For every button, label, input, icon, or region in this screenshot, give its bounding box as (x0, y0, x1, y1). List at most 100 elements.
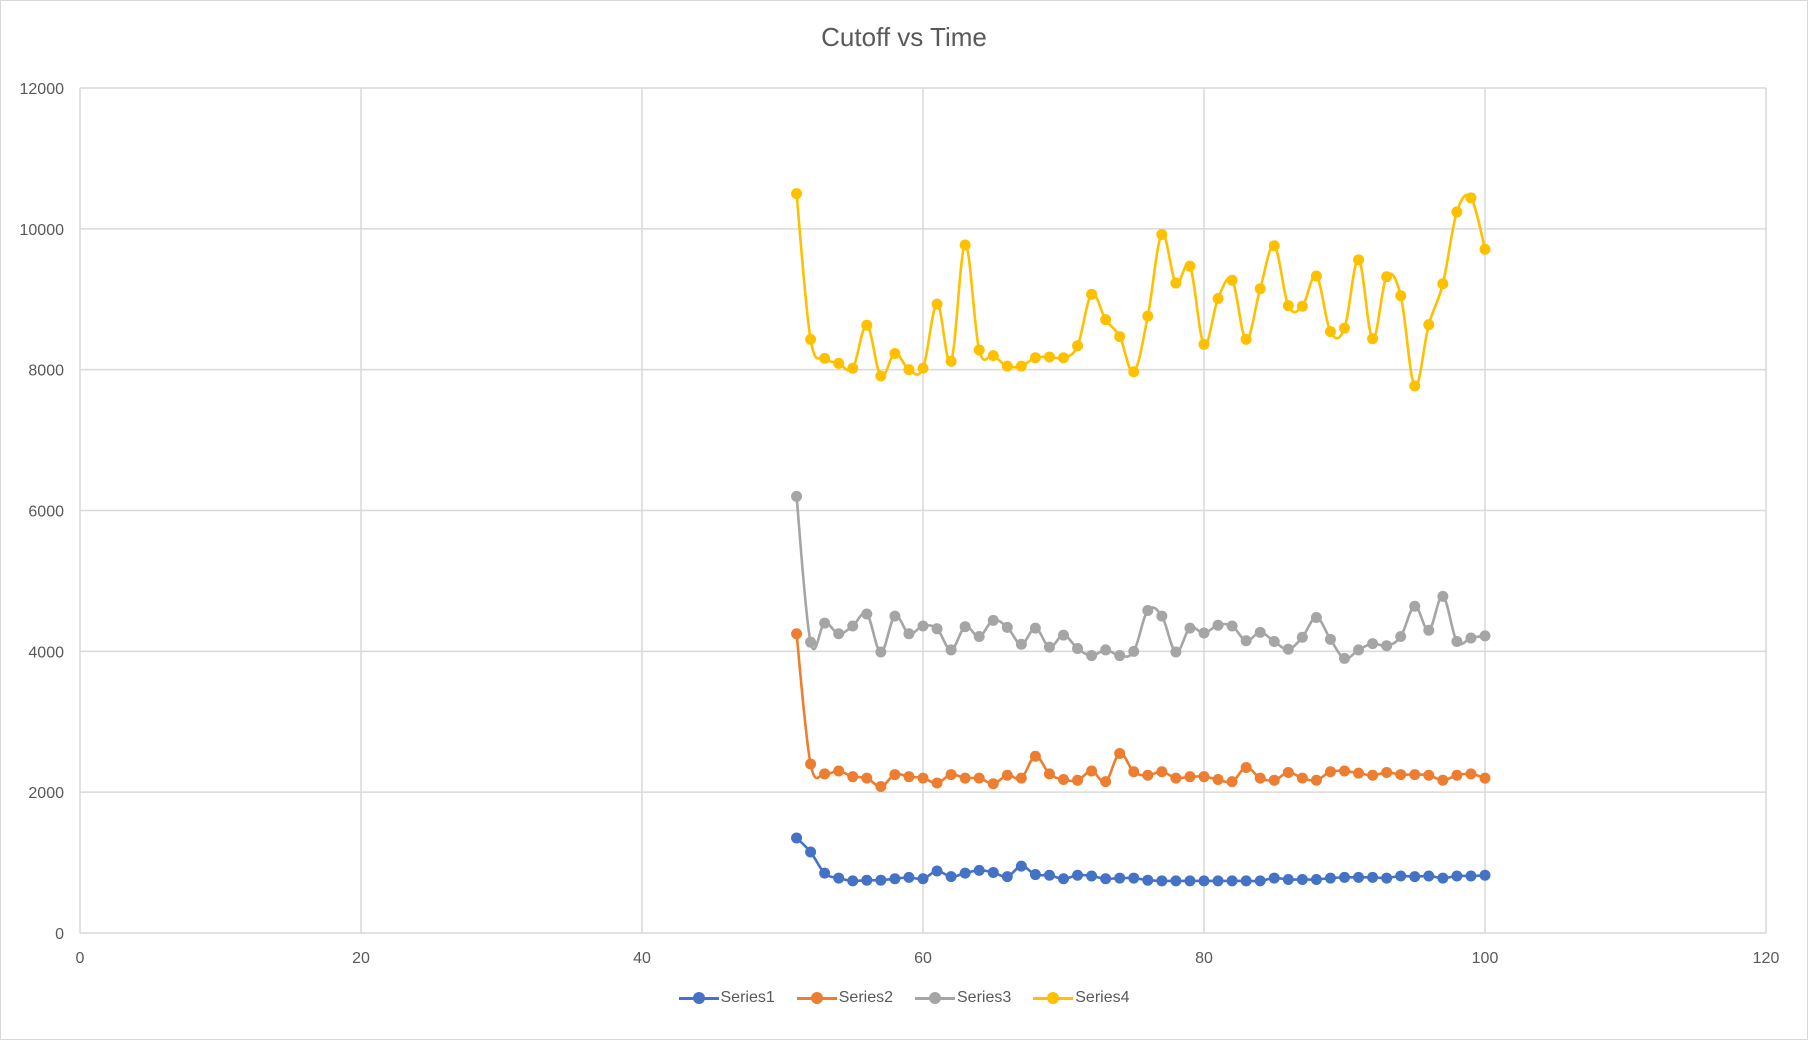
data-point-series2 (805, 758, 817, 770)
data-point-series2 (1296, 772, 1308, 784)
data-point-series2 (1058, 773, 1069, 785)
data-point-series2 (1437, 774, 1449, 786)
data-point-series3 (875, 646, 887, 658)
data-point-series3 (1268, 635, 1280, 647)
data-point-series3 (1156, 610, 1168, 622)
data-point-series3 (1465, 632, 1477, 644)
data-point-series3 (1451, 635, 1463, 647)
data-point-series3 (847, 620, 859, 632)
data-point-series1 (805, 846, 817, 858)
data-point-series2 (1268, 774, 1280, 786)
data-point-series2 (847, 771, 859, 783)
data-point-series1 (1015, 860, 1027, 872)
data-point-series3 (1296, 631, 1308, 643)
data-point-series2 (917, 772, 929, 784)
data-point-series2 (1100, 776, 1112, 788)
data-point-series3 (1184, 622, 1196, 634)
data-point-series4 (861, 319, 873, 331)
legend-item-series3: Series3 (915, 989, 1011, 1007)
legend-item-series1: Series1 (678, 989, 775, 1007)
data-point-series1 (931, 865, 943, 877)
data-point-series1 (1353, 871, 1365, 883)
data-point-series4 (1324, 326, 1336, 338)
data-point-series1 (1086, 870, 1098, 882)
data-point-series2 (1282, 766, 1294, 778)
data-point-series1 (833, 872, 845, 884)
data-point-series2 (1198, 771, 1210, 783)
data-point-series1 (945, 871, 957, 883)
data-point-series2 (1451, 769, 1463, 781)
data-point-series4 (1100, 314, 1112, 326)
data-point-series4 (1353, 254, 1365, 266)
data-point-series2 (1156, 766, 1168, 778)
data-point-series3 (1367, 638, 1379, 650)
data-point-series4 (1451, 206, 1463, 218)
data-point-series4 (791, 188, 803, 200)
data-point-series3 (917, 620, 929, 632)
y-tick-label: 6000 (28, 504, 64, 521)
data-point-series3 (1114, 650, 1126, 662)
data-point-series1 (1212, 875, 1224, 887)
data-point-series2 (1184, 771, 1196, 783)
data-point-series3 (1128, 645, 1140, 657)
data-point-series4 (959, 239, 971, 251)
data-point-series3 (987, 614, 999, 626)
data-point-series4 (1282, 300, 1294, 312)
data-point-series2 (1029, 750, 1041, 762)
y-tick-label: 10000 (20, 222, 65, 239)
data-point-series1 (1001, 871, 1013, 883)
legend-marker-icon (796, 992, 837, 1004)
data-point-series3 (931, 623, 943, 635)
data-point-series1 (1409, 871, 1421, 883)
data-point-series4 (917, 362, 929, 374)
data-point-series2 (819, 768, 831, 780)
data-point-series2 (1479, 772, 1491, 784)
data-point-series1 (1296, 873, 1308, 885)
data-point-series3 (903, 628, 915, 640)
data-point-series4 (889, 347, 901, 359)
data-point-series4 (987, 350, 999, 362)
data-point-series3 (959, 621, 971, 633)
data-point-series2 (945, 769, 957, 781)
data-point-series3 (791, 490, 803, 502)
data-point-series4 (1043, 351, 1055, 363)
data-point-series1 (1029, 869, 1041, 881)
data-point-series4 (1409, 380, 1421, 392)
data-point-series3 (1254, 626, 1266, 638)
data-point-series3 (1058, 629, 1069, 641)
data-point-series2 (1142, 769, 1154, 781)
data-point-series3 (1395, 631, 1407, 643)
data-point-series2 (1212, 773, 1224, 785)
data-point-series4 (1114, 331, 1126, 343)
data-point-series3 (1282, 643, 1294, 655)
data-point-series1 (1339, 871, 1350, 883)
data-point-series4 (1465, 192, 1477, 204)
data-point-series3 (1001, 621, 1013, 633)
data-point-series1 (1423, 870, 1435, 882)
data-point-series3 (1479, 630, 1491, 642)
legend-label: Series3 (957, 989, 1012, 1006)
data-point-series4 (1268, 240, 1280, 252)
data-point-series4 (1226, 274, 1238, 286)
series-line-1 (795, 837, 1486, 883)
data-point-series4 (1170, 277, 1182, 289)
series-line-3 (795, 496, 1486, 660)
legend-marker-icon (678, 992, 719, 1004)
data-point-series2 (1409, 769, 1421, 781)
data-point-series2 (1043, 768, 1055, 780)
data-point-series1 (973, 864, 985, 876)
data-point-series4 (973, 344, 985, 356)
data-point-series3 (1170, 646, 1182, 658)
data-point-series2 (1170, 772, 1182, 784)
data-point-series2 (1324, 766, 1336, 778)
data-point-series2 (1465, 768, 1477, 780)
x-tick-label: 80 (1195, 950, 1213, 967)
data-point-series2 (1310, 774, 1322, 786)
data-point-series3 (1437, 590, 1449, 602)
chart-title: Cutoff vs Time (821, 22, 987, 52)
data-point-series1 (791, 832, 803, 844)
data-point-series1 (903, 871, 915, 883)
data-point-series4 (875, 370, 887, 382)
legend-label: Series2 (838, 989, 893, 1006)
